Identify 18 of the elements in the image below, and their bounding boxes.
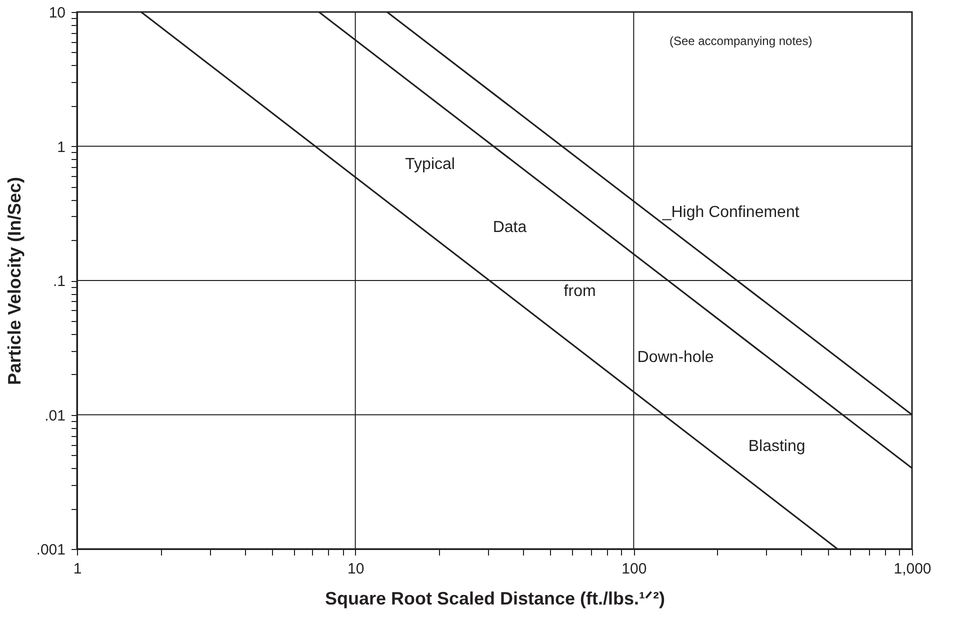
y-tick-label: .1 [52,273,66,290]
x-tick-label: 100 [622,560,647,578]
annotation: Blasting [748,438,806,455]
y-tick-label: .001 [36,542,66,558]
y-tick-label: 10 [48,4,66,22]
x-tick-label: 1 [73,560,82,578]
x-axis-title: Square Root Scaled Distance (ft./lbs.¹ᐟ²) [324,588,666,608]
y-axis-title: Particle Velocity (In/Sec) [4,176,24,386]
annotation: _High Confinement [661,204,800,221]
annotation: Down-hole [637,348,714,366]
y-tick-label: 1 [57,138,66,156]
x-tick-label: 10 [347,560,364,578]
x-tick-label: 1,000 [894,560,932,578]
annotation: Data [492,218,527,236]
annotation: from [564,283,596,300]
y-tick-label: .01 [44,407,66,424]
annotation: Typical [405,156,455,173]
annotation: (See accompanying notes) [669,34,812,48]
